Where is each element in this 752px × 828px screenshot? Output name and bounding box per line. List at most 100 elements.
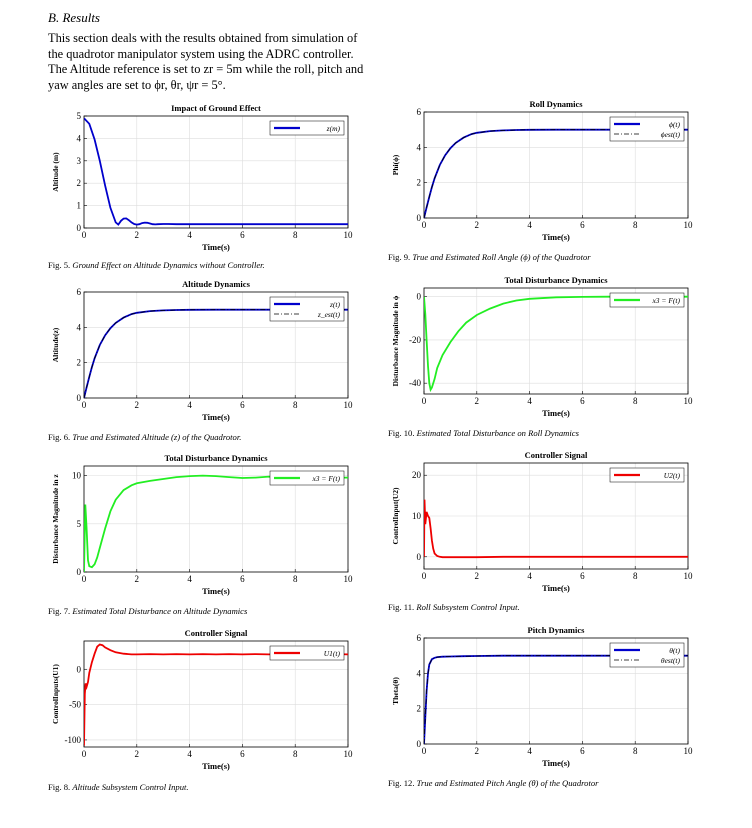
y-tick-label: 20 — [412, 470, 422, 480]
x-tick-label: 8 — [293, 749, 298, 759]
legend-label: z(m) — [326, 124, 341, 133]
series-line-2 — [84, 309, 348, 398]
x-tick-label: 0 — [82, 400, 87, 410]
figure-10-caption: Fig. 10. Estimated Total Disturbance on … — [388, 428, 579, 438]
chart-title: Pitch Dynamics — [528, 625, 586, 635]
y-tick-label: 10 — [412, 511, 422, 521]
figure-5-caption: Fig. 5. Ground Effect on Altitude Dynami… — [48, 260, 265, 270]
x-tick-label: 6 — [240, 749, 245, 759]
x-tick-label: 4 — [527, 396, 532, 406]
x-tick-label: 0 — [422, 746, 427, 756]
y-tick-label: 4 — [417, 142, 422, 152]
x-tick-label: 8 — [293, 400, 298, 410]
x-tick-label: 4 — [527, 571, 532, 581]
y-tick-label: 2 — [417, 704, 422, 714]
figure-6-chart: Altitude Dynamics 0 2 4 6 8 10 0 2 4 6 Time(s) Altit… — [51, 279, 354, 422]
legend-box — [269, 120, 345, 136]
series-line-1 — [424, 654, 688, 744]
y-tick-label: 0 — [417, 292, 422, 302]
x-tick-label: 10 — [684, 746, 694, 756]
x-tick-label: 8 — [633, 396, 638, 406]
figure-9-chart: Roll Dynamics 0 2 4 6 8 10 0 2 4 6 Time(s) Phi(ϕ) ϕ(t… — [391, 99, 693, 242]
y-tick-label: 3 — [77, 156, 82, 166]
x-tick-label: 4 — [187, 749, 192, 759]
y-tick-label: 0 — [417, 739, 422, 749]
legend-box — [269, 645, 345, 661]
y-tick-label: -100 — [65, 735, 82, 745]
x-axis-label: Time(s) — [202, 412, 230, 422]
x-tick-label: 2 — [135, 230, 140, 240]
figure-6-caption: Fig. 6. True and Estimated Altitude (z) … — [48, 432, 242, 442]
legend-box — [609, 467, 685, 483]
chart-title: Roll Dynamics — [529, 99, 583, 109]
figure-7-chart: Total Disturbance Dynamics 0 2 4 6 8 10 0 5 10 Tim… — [51, 453, 353, 596]
plot-frame — [83, 115, 349, 229]
x-tick-label: 0 — [82, 574, 87, 584]
x-tick-label: 6 — [240, 230, 245, 240]
plot-frame — [423, 637, 689, 745]
y-axis-label: Theta(θ) — [391, 677, 400, 705]
figure-11-caption: Fig. 11. Roll Subsystem Control Input. — [388, 602, 520, 612]
chart-title: Controller Signal — [525, 450, 588, 460]
figure-8-caption: Fig. 8. Altitude Subsystem Control Input… — [48, 782, 189, 792]
figure-12-caption: Fig. 12. True and Estimated Pitch Angle … — [388, 778, 599, 788]
x-tick-label: 2 — [135, 400, 140, 410]
y-tick-label: 0 — [77, 393, 82, 403]
series-line-1 — [424, 295, 688, 393]
legend-label: z(t) — [329, 300, 341, 309]
y-tick-label: 0 — [77, 223, 82, 233]
y-tick-label: 4 — [417, 668, 422, 678]
series-line-1 — [424, 499, 688, 559]
y-axis-label: Altitude(z) — [51, 327, 60, 362]
y-tick-label: -40 — [409, 378, 421, 388]
y-tick-label: 0 — [417, 213, 422, 223]
x-tick-label: 8 — [293, 574, 298, 584]
chart-title: Altitude Dynamics — [182, 279, 250, 289]
x-axis-label: Time(s) — [542, 232, 570, 242]
x-tick-label: 0 — [422, 220, 427, 230]
y-axis-label: Disturbance Magnitude in z — [51, 474, 60, 564]
y-tick-label: 6 — [77, 287, 82, 297]
x-tick-label: 8 — [293, 230, 298, 240]
y-tick-label: 0 — [77, 664, 82, 674]
y-tick-label: 1 — [77, 201, 82, 211]
x-tick-label: 10 — [344, 400, 354, 410]
y-tick-label: 4 — [77, 322, 82, 332]
x-tick-label: 10 — [344, 230, 354, 240]
plot-frame — [423, 287, 689, 395]
x-tick-label: 8 — [633, 571, 638, 581]
x-tick-label: 4 — [187, 230, 192, 240]
legend-label: θest(t) — [661, 656, 681, 665]
x-axis-label: Time(s) — [542, 408, 570, 418]
y-tick-label: -50 — [69, 700, 81, 710]
y-tick-label: 2 — [417, 178, 422, 188]
x-tick-label: 6 — [580, 220, 585, 230]
figure-8-chart: Controller Signal 0 2 4 6 8 10 -100 -50 0 Time(s) C… — [51, 628, 354, 771]
legend-label: ϕ(t) — [669, 120, 680, 129]
plot-frame — [83, 291, 349, 399]
legend-label: U2(t) — [664, 471, 681, 480]
legend-box — [609, 116, 685, 142]
y-axis-label: ControlInput(U2) — [391, 487, 400, 544]
x-tick-label: 2 — [475, 396, 480, 406]
x-tick-label: 6 — [580, 571, 585, 581]
series-line-2 — [424, 655, 688, 744]
x-tick-label: 0 — [82, 749, 87, 759]
x-axis-label: Time(s) — [202, 242, 230, 252]
y-tick-label: 6 — [417, 107, 422, 117]
legend-label: z_est(t) — [317, 310, 341, 319]
x-tick-label: 2 — [475, 220, 480, 230]
x-tick-label: 2 — [475, 746, 480, 756]
series-line-1 — [84, 117, 348, 226]
x-tick-label: 2 — [135, 574, 140, 584]
x-tick-label: 10 — [684, 396, 694, 406]
x-tick-label: 8 — [633, 746, 638, 756]
figure-11-chart: Controller Signal 0 2 4 6 8 10 0 10 20 Time(s) Cont… — [391, 450, 693, 593]
legend-label: θ(t) — [669, 646, 680, 655]
chart-title: Impact of Ground Effect — [171, 103, 261, 113]
section-heading: B. Results — [48, 10, 100, 25]
legend-label: x3 = F(t) — [651, 296, 680, 305]
plot-frame — [423, 111, 689, 219]
figure-10-chart: Total Disturbance Dynamics 0 2 4 6 8 10 -40 -20 0… — [391, 275, 694, 418]
x-tick-label: 10 — [344, 749, 354, 759]
